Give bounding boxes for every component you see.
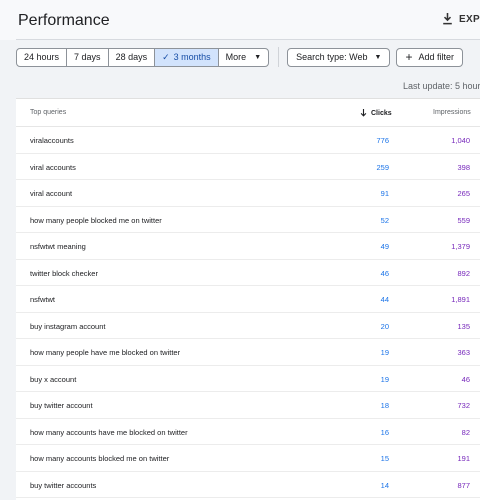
range-label: More bbox=[225, 52, 247, 62]
table-row[interactable]: nsfwtwt meaning 49 1,379 bbox=[16, 233, 480, 260]
query-cell: viral accounts bbox=[30, 162, 76, 172]
table-row[interactable]: viralaccounts 776 1,040 bbox=[16, 127, 480, 154]
impressions-cell: 265 bbox=[457, 189, 470, 198]
column-header-queries[interactable]: Top queries bbox=[30, 109, 67, 116]
impressions-cell: 191 bbox=[457, 454, 470, 463]
table-row[interactable]: viral accounts 259 398 bbox=[16, 154, 480, 180]
range-more-dropdown[interactable]: More ▼ bbox=[219, 49, 268, 66]
clicks-cell: 18 bbox=[380, 401, 389, 410]
impressions-cell: 732 bbox=[457, 401, 470, 410]
table-row[interactable]: how many people have me blocked on twitt… bbox=[16, 339, 480, 366]
query-cell: how many people blocked me on twitter bbox=[30, 215, 162, 225]
search-type-label: Search type: Web bbox=[296, 52, 368, 62]
column-header-impressions[interactable]: Impressions bbox=[433, 109, 471, 116]
search-type-dropdown[interactable]: Search type: Web ▼ bbox=[287, 47, 391, 67]
query-cell: buy twitter account bbox=[30, 401, 93, 410]
column-header-label: Clicks bbox=[371, 109, 392, 117]
queries-table: Top queries Clicks Impressions viralacco… bbox=[16, 98, 480, 500]
table-row[interactable]: how many accounts have me blocked on twi… bbox=[16, 419, 480, 445]
table-row[interactable]: viral account 91 265 bbox=[16, 180, 480, 207]
clicks-cell: 91 bbox=[380, 189, 389, 198]
clicks-cell: 776 bbox=[376, 136, 389, 145]
query-cell: how many accounts blocked me on twitter bbox=[30, 454, 170, 463]
clicks-cell: 52 bbox=[380, 215, 389, 225]
range-label: 3 months bbox=[173, 52, 211, 62]
table-body: viralaccounts 776 1,040 viral accounts 259 39… bbox=[16, 127, 480, 498]
query-cell: how many accounts have me blocked on twi… bbox=[30, 427, 188, 437]
clicks-cell: 16 bbox=[380, 427, 389, 437]
clicks-cell: 14 bbox=[380, 480, 389, 490]
filter-bar: 24 hours 7 days 28 days ✓ 3 months More ▼ … bbox=[16, 47, 469, 67]
clicks-cell: 46 bbox=[380, 268, 389, 278]
impressions-cell: 892 bbox=[457, 268, 470, 278]
table-header: Top queries Clicks Impressions bbox=[16, 99, 480, 127]
query-cell: nsfwtwt bbox=[30, 295, 56, 304]
page-header: Performance EXPORT bbox=[0, 0, 480, 40]
clicks-cell: 19 bbox=[380, 348, 389, 357]
table-row[interactable]: how many accounts blocked me on twitter 1… bbox=[16, 445, 480, 472]
table-row[interactable]: how many people blocked me on twitter 52 5… bbox=[16, 207, 480, 233]
impressions-cell: 559 bbox=[457, 215, 470, 225]
export-button[interactable]: EXPORT bbox=[442, 13, 480, 25]
impressions-cell: 135 bbox=[457, 321, 470, 331]
query-cell: buy instagram account bbox=[30, 321, 106, 331]
impressions-cell: 82 bbox=[461, 427, 470, 437]
impressions-cell: 1,891 bbox=[451, 295, 470, 304]
impressions-cell: 398 bbox=[457, 162, 470, 172]
range-24-hours[interactable]: 24 hours bbox=[17, 48, 68, 66]
clicks-cell: 49 bbox=[380, 242, 389, 251]
query-cell: how many people have me blocked on twitt… bbox=[30, 348, 181, 357]
clicks-cell: 15 bbox=[380, 454, 389, 463]
range-label: 24 hours bbox=[24, 52, 60, 62]
last-update-text: Last update: 5 hours ago bbox=[403, 81, 480, 91]
range-28-days[interactable]: 28 days bbox=[109, 48, 156, 66]
impressions-cell: 877 bbox=[457, 480, 470, 490]
caret-down-icon: ▼ bbox=[254, 53, 262, 61]
table-row[interactable]: buy twitter accounts 14 877 bbox=[16, 472, 480, 498]
range-label: 28 days bbox=[115, 52, 148, 62]
range-label: 7 days bbox=[74, 52, 101, 62]
export-label: EXPORT bbox=[459, 13, 480, 25]
query-cell: nsfwtwt meaning bbox=[30, 242, 86, 251]
clicks-cell: 20 bbox=[380, 321, 389, 331]
query-cell: viralaccounts bbox=[30, 136, 74, 145]
range-3-months[interactable]: ✓ 3 months bbox=[155, 48, 219, 66]
date-range-selector: 24 hours 7 days 28 days ✓ 3 months More ▼ bbox=[16, 47, 270, 67]
table-row[interactable]: nsfwtwt 44 1,891 bbox=[16, 286, 480, 313]
download-icon bbox=[443, 13, 452, 25]
caret-down-icon: ▼ bbox=[374, 53, 382, 61]
query-cell: viral account bbox=[30, 189, 73, 198]
plus-icon: + bbox=[405, 50, 413, 64]
clicks-cell: 259 bbox=[376, 162, 389, 172]
clicks-cell: 19 bbox=[380, 374, 389, 384]
page-title: Performance bbox=[18, 12, 110, 29]
clicks-cell: 44 bbox=[380, 295, 389, 304]
impressions-cell: 46 bbox=[461, 374, 470, 384]
range-7-days[interactable]: 7 days bbox=[67, 48, 109, 66]
header-divider bbox=[16, 39, 480, 40]
query-cell: twitter block checker bbox=[30, 268, 98, 278]
column-header-clicks[interactable]: Clicks bbox=[360, 109, 392, 117]
add-filter-button[interactable]: + Add filter bbox=[396, 47, 463, 67]
table-row[interactable]: twitter block checker 46 892 bbox=[16, 260, 480, 286]
add-filter-label: Add filter bbox=[418, 52, 454, 62]
arrow-down-icon bbox=[360, 109, 367, 117]
filter-separator bbox=[278, 47, 280, 67]
table-row[interactable]: buy twitter account 18 732 bbox=[16, 392, 480, 419]
table-row[interactable]: buy x account 19 46 bbox=[16, 366, 480, 392]
impressions-cell: 1,040 bbox=[451, 136, 470, 145]
impressions-cell: 363 bbox=[457, 348, 470, 357]
impressions-cell: 1,379 bbox=[451, 242, 470, 251]
query-cell: buy x account bbox=[30, 374, 77, 384]
table-row[interactable]: buy instagram account 20 135 bbox=[16, 313, 480, 339]
query-cell: buy twitter accounts bbox=[30, 480, 97, 490]
check-icon: ✓ bbox=[162, 51, 170, 62]
